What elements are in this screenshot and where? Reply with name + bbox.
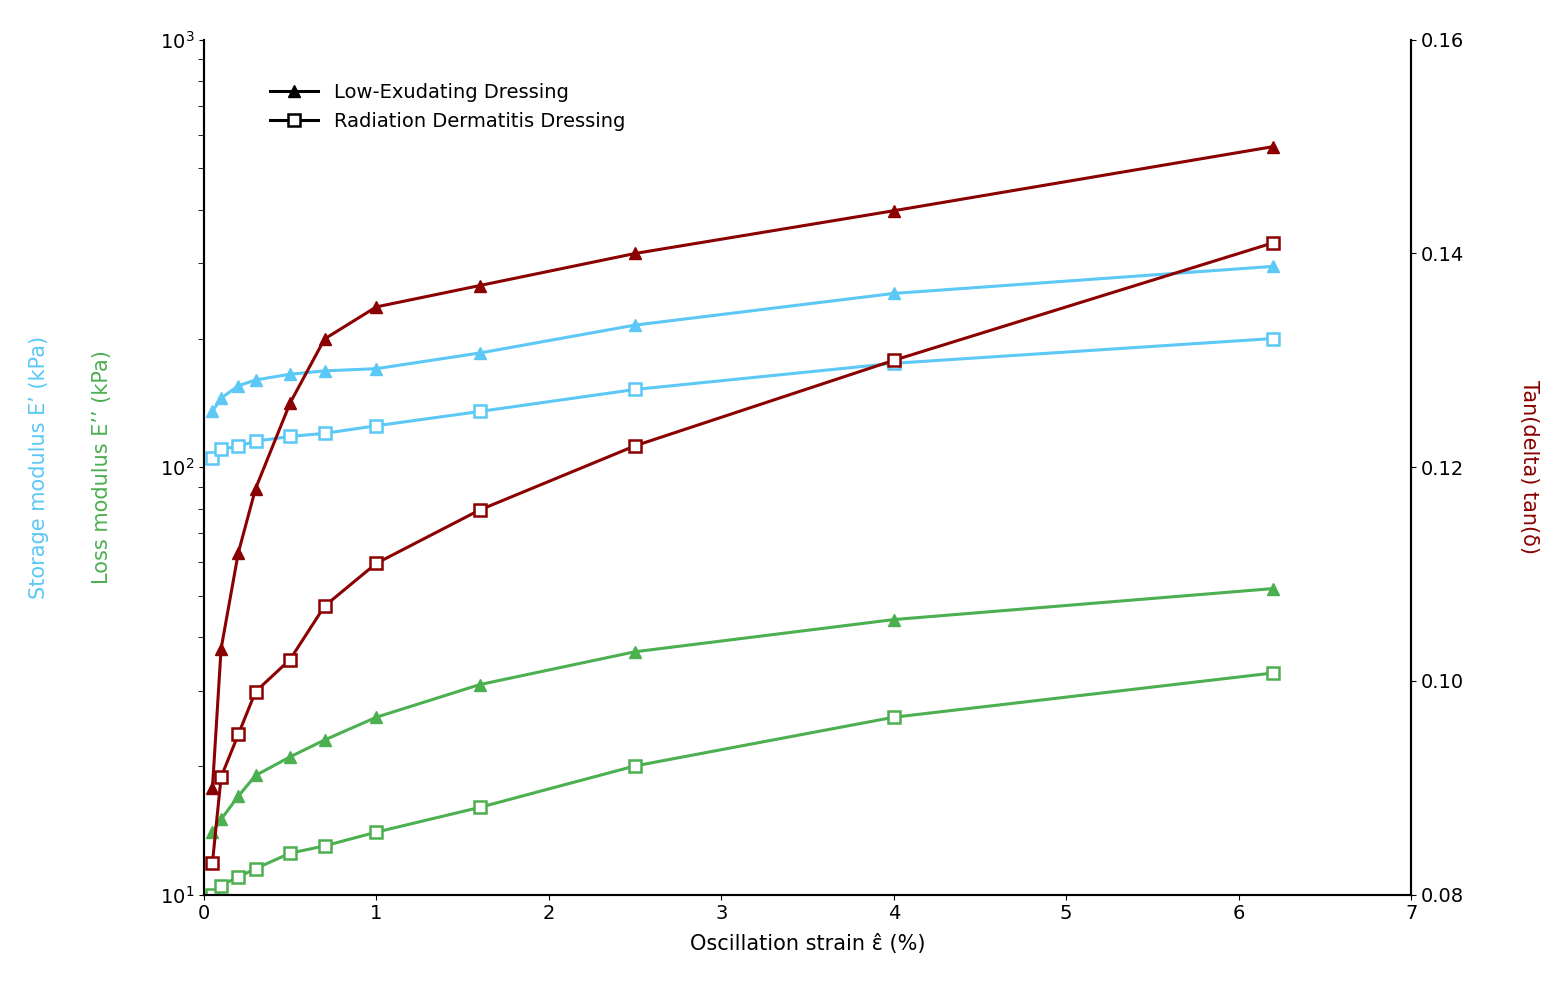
Text: Tan(delta) tan(δ): Tan(delta) tan(δ) [1519, 380, 1538, 555]
X-axis label: Oscillation strain ε̂ (%): Oscillation strain ε̂ (%) [690, 934, 925, 954]
Text: Storage modulus E’ (kPa): Storage modulus E’ (kPa) [30, 336, 49, 598]
Legend: Low-Exudating Dressing, Radiation Dermatitis Dressing: Low-Exudating Dressing, Radiation Dermat… [262, 76, 633, 138]
Text: Loss modulus E’’ (kPa): Loss modulus E’’ (kPa) [93, 350, 111, 584]
